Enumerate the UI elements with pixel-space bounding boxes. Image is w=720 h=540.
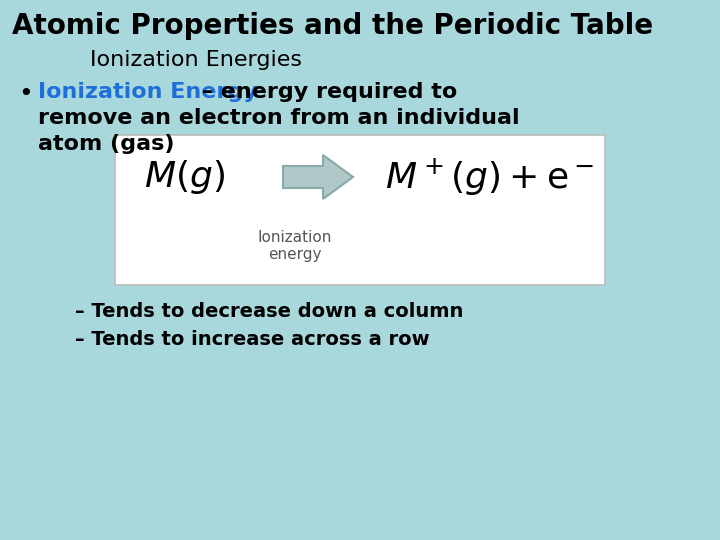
Text: – Tends to increase across a row: – Tends to increase across a row — [75, 330, 430, 349]
Text: – energy required to: – energy required to — [194, 82, 457, 102]
Text: – Tends to decrease down a column: – Tends to decrease down a column — [75, 302, 464, 321]
Text: Ionization Energies: Ionization Energies — [90, 50, 302, 70]
Text: •: • — [18, 82, 32, 106]
Text: Ionization: Ionization — [258, 230, 332, 245]
Polygon shape — [283, 155, 353, 199]
Text: atom (gas): atom (gas) — [38, 134, 174, 154]
Text: energy: energy — [269, 247, 322, 262]
Text: Atomic Properties and the Periodic Table: Atomic Properties and the Periodic Table — [12, 12, 653, 40]
Text: $\mathit{M}(g)$: $\mathit{M}(g)$ — [145, 158, 225, 196]
Text: Ionization Energy: Ionization Energy — [38, 82, 258, 102]
Text: $\mathit{M}^+(g) + \mathrm{e}^-$: $\mathit{M}^+(g) + \mathrm{e}^-$ — [385, 156, 595, 198]
Text: remove an electron from an individual: remove an electron from an individual — [38, 108, 520, 128]
FancyBboxPatch shape — [115, 135, 605, 285]
